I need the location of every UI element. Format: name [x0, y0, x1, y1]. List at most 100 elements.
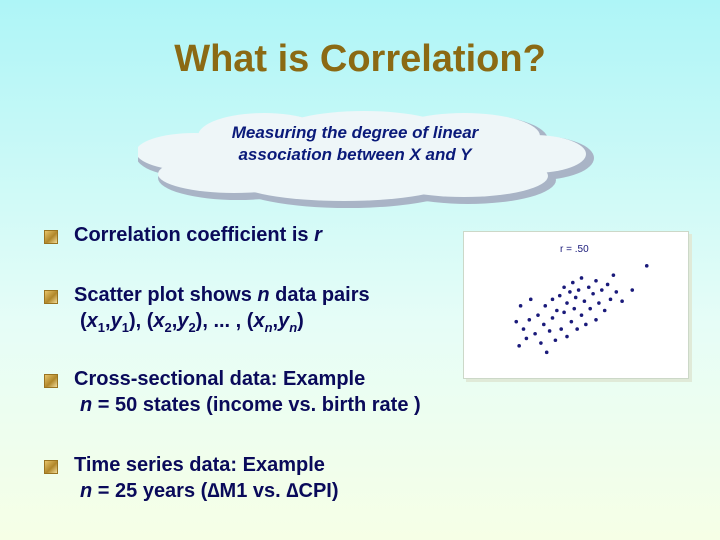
- text-run: y: [278, 310, 290, 332]
- scatter-point: [569, 319, 574, 324]
- line1: Scatter plot shows n data pairs: [74, 284, 370, 306]
- text-run: n: [257, 284, 270, 306]
- bullet-marker: [44, 230, 58, 244]
- scatter-point: [559, 327, 563, 331]
- text-run: ,: [171, 310, 178, 332]
- text-run: ∆M1: [207, 480, 248, 502]
- scatter-point: [527, 318, 532, 322]
- scatter-point: [597, 301, 601, 305]
- bullet-marker: [44, 374, 58, 388]
- scatter-point: [584, 322, 588, 327]
- slide-title: What is Correlation?: [174, 38, 546, 80]
- text-run: ,: [105, 310, 111, 332]
- scatter-point: [611, 273, 616, 277]
- scatter-point: [542, 322, 546, 327]
- bullet-correlation-coefficient: Correlation coefficient is r: [74, 222, 322, 248]
- scatter-point: [571, 280, 575, 285]
- text-run: Scatter plot shows: [74, 284, 258, 306]
- scatter-point: [620, 299, 624, 303]
- scatter-point: [547, 329, 552, 333]
- text-run: ∆CPI: [286, 480, 332, 502]
- line1: Cross-sectional data: Example: [74, 368, 365, 390]
- subscript: 1: [97, 320, 106, 335]
- scatter-plot: r = .50: [463, 231, 689, 379]
- scatter-point: [608, 297, 613, 302]
- line2: n = 25 years (∆M1 vs. ∆CPI): [80, 478, 339, 504]
- text-run: ): [297, 310, 304, 332]
- line2: n = 50 states (income vs. birth rate ): [80, 392, 421, 418]
- scatter-point: [536, 313, 540, 317]
- text-run: (: [80, 310, 87, 332]
- scatter-point: [644, 264, 649, 268]
- scatter-point: [586, 285, 591, 290]
- scatter-point: [565, 334, 569, 339]
- scatter-point: [568, 290, 572, 294]
- scatter-point: [582, 299, 587, 303]
- text-run: y: [177, 310, 189, 332]
- plot-title: r = .50: [560, 244, 589, 255]
- line1: Time series data: Example: [74, 454, 325, 476]
- scatter-point: [575, 327, 579, 331]
- text-run: ), (: [128, 310, 154, 332]
- scatter-point: [579, 276, 584, 280]
- scatter-point: [517, 344, 521, 348]
- scatter-point: [543, 304, 548, 308]
- text-run: x: [86, 310, 98, 332]
- scatter-point: [594, 318, 598, 322]
- bullet-cross-sectional: Cross-sectional data: Example n = 50 stat…: [74, 366, 421, 418]
- subscript: 2: [164, 320, 172, 335]
- scatter-point: [553, 338, 558, 343]
- scatter-point: [576, 288, 581, 292]
- scatter-point: [588, 306, 592, 311]
- scatter-point: [539, 341, 543, 345]
- bullet-marker: [44, 290, 58, 304]
- scatter-point: [594, 278, 598, 283]
- text-run: ), ... , (: [195, 310, 254, 332]
- text-run: data pairs: [269, 284, 370, 306]
- cloud-callout-shape: [138, 111, 594, 208]
- scatter-plot-svg: r = .50: [514, 244, 649, 355]
- text-run: y: [110, 310, 122, 332]
- line2: (x1,y1), (x2,y2), ... , (xn,yn): [80, 308, 370, 341]
- scatter-point: [550, 316, 555, 320]
- text-run: = 25 years (: [92, 480, 208, 502]
- scatter-point: [518, 304, 523, 308]
- text-run: r: [314, 224, 322, 246]
- scatter-point: [562, 310, 566, 315]
- scatter-point: [528, 297, 533, 302]
- bullet-marker: [44, 460, 58, 474]
- subscript: n: [289, 320, 298, 335]
- scatter-point: [600, 288, 604, 292]
- scatter-point: [514, 319, 519, 324]
- scatter-point: [602, 308, 607, 313]
- bullet-time-series: Time series data: Example n = 25 years (∆…: [74, 452, 339, 504]
- text-run: n: [80, 394, 93, 416]
- scatter-point: [579, 313, 584, 317]
- scatter-point: [524, 336, 529, 341]
- scatter-point: [572, 306, 577, 311]
- scatter-point: [614, 290, 619, 294]
- scatter-point: [573, 295, 578, 300]
- text-run: Time series data: Example: [74, 454, 325, 476]
- bullet-scatter-plot: Scatter plot shows n data pairs (x1,y1), …: [74, 282, 370, 341]
- text-run: ,: [272, 310, 279, 332]
- text-run: Correlation coefficient is: [74, 224, 315, 246]
- scatter-point: [521, 327, 526, 331]
- scatter-point: [557, 293, 562, 298]
- scatter-point: [591, 291, 595, 296]
- line1: Correlation coefficient is r: [74, 224, 322, 246]
- subscript: 2: [188, 320, 196, 335]
- text-run: Cross-sectional data: Example: [74, 368, 366, 390]
- text-run: = 50 states (income vs. birth rate ): [92, 394, 421, 416]
- subscript: n: [264, 320, 273, 335]
- subscript: 1: [121, 320, 129, 335]
- scatter-point: [565, 301, 569, 305]
- scatter-point: [562, 285, 566, 290]
- scatter-point: [550, 297, 555, 302]
- text-run: n: [80, 480, 93, 502]
- text-run: x: [153, 310, 165, 332]
- text-run: x: [253, 310, 265, 332]
- scatter-point: [533, 331, 537, 336]
- text-run: vs.: [247, 480, 287, 502]
- scatter-point: [544, 350, 549, 355]
